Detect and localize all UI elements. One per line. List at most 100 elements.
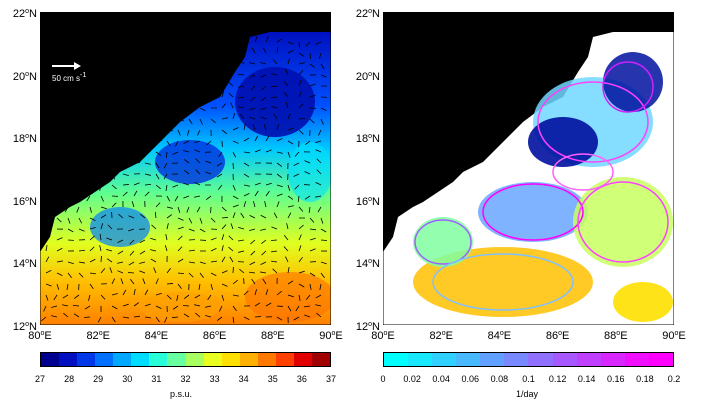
current-vector bbox=[183, 150, 190, 153]
current-vector bbox=[285, 256, 289, 263]
colorbar-tick-label: 0.2 bbox=[667, 374, 681, 384]
lat-tick-label: 16oN bbox=[355, 195, 380, 208]
current-vector bbox=[110, 113, 113, 120]
colorbar-swatch bbox=[480, 353, 505, 366]
colorbar-tick-label: 37 bbox=[325, 374, 337, 384]
current-vector bbox=[199, 228, 206, 233]
current-vector bbox=[128, 116, 135, 120]
current-vector bbox=[155, 278, 159, 285]
colorbar-swatch bbox=[113, 353, 132, 366]
current-vector bbox=[84, 184, 91, 188]
current-vector bbox=[276, 201, 280, 208]
current-vector bbox=[320, 118, 324, 125]
current-vector bbox=[316, 169, 322, 175]
current-vector bbox=[111, 40, 118, 43]
current-vector bbox=[45, 294, 49, 301]
current-vector bbox=[188, 74, 195, 77]
current-vector bbox=[237, 73, 245, 76]
contour-lines bbox=[414, 61, 669, 311]
current-vector bbox=[100, 102, 103, 109]
current-vector bbox=[139, 270, 146, 274]
current-vector bbox=[207, 294, 212, 301]
current-vector bbox=[122, 191, 128, 197]
current-vector bbox=[106, 83, 113, 87]
colorbar-swatch bbox=[311, 353, 330, 366]
mid-salinity-patch bbox=[288, 142, 331, 202]
current-vector bbox=[232, 212, 236, 219]
current-vector bbox=[210, 63, 217, 68]
current-vector bbox=[166, 59, 172, 65]
colorbar-swatch bbox=[203, 353, 222, 366]
current-vector bbox=[111, 162, 116, 169]
lat-tick-label: 12oN bbox=[355, 321, 380, 333]
current-vector bbox=[271, 260, 278, 263]
current-vector bbox=[45, 102, 50, 109]
current-vector bbox=[254, 182, 261, 186]
current-vector bbox=[56, 52, 59, 59]
current-vector bbox=[100, 214, 107, 219]
current-vector bbox=[166, 223, 169, 230]
current-vector bbox=[67, 272, 72, 279]
right-map-panel bbox=[383, 12, 674, 325]
current-vector bbox=[315, 195, 322, 198]
current-vector bbox=[210, 52, 213, 59]
current-vector bbox=[177, 206, 181, 213]
current-vector bbox=[139, 74, 146, 77]
current-vector bbox=[309, 94, 316, 98]
current-vector bbox=[320, 272, 325, 279]
current-vector bbox=[175, 41, 179, 48]
current-vector bbox=[133, 149, 140, 153]
current-vector bbox=[100, 206, 107, 210]
current-vector bbox=[272, 268, 278, 274]
current-vector bbox=[186, 129, 190, 136]
current-vector bbox=[139, 250, 146, 255]
current-vector bbox=[239, 59, 245, 65]
current-vector bbox=[84, 305, 91, 310]
colorbar-tick-label: 0 bbox=[380, 374, 386, 384]
current-vector bbox=[283, 81, 289, 87]
current-vector bbox=[76, 206, 80, 213]
contour-line bbox=[432, 253, 574, 311]
current-vector bbox=[265, 289, 269, 296]
current-vector bbox=[172, 184, 179, 188]
current-vector bbox=[249, 261, 256, 266]
current-vector bbox=[50, 151, 58, 153]
current-vector bbox=[243, 184, 250, 187]
colorbar-swatch bbox=[167, 353, 186, 366]
current-vector bbox=[194, 149, 201, 153]
current-vector bbox=[144, 150, 151, 153]
current-vector bbox=[67, 107, 74, 111]
current-vector bbox=[99, 184, 102, 191]
current-vector bbox=[133, 315, 141, 318]
current-vector bbox=[177, 105, 184, 109]
colorbar-swatch bbox=[600, 353, 625, 366]
current-vector bbox=[298, 41, 300, 49]
current-vector bbox=[228, 92, 234, 98]
current-vector bbox=[221, 224, 227, 230]
current-vector bbox=[177, 235, 183, 241]
colorbar-tick-label: 34 bbox=[238, 374, 249, 384]
colorbar-swatch bbox=[239, 353, 258, 366]
current-vector bbox=[166, 102, 169, 109]
current-vector bbox=[100, 294, 106, 300]
current-vector bbox=[243, 201, 247, 208]
current-vector bbox=[260, 261, 267, 265]
current-vector bbox=[205, 305, 212, 308]
current-vector bbox=[106, 258, 113, 263]
current-vector bbox=[120, 278, 124, 285]
current-vector bbox=[260, 116, 267, 120]
left-colorbar bbox=[40, 352, 331, 367]
current-vector bbox=[89, 81, 95, 87]
current-vector bbox=[265, 190, 270, 197]
current-vector bbox=[122, 184, 130, 186]
current-vector bbox=[144, 316, 151, 319]
current-vector bbox=[89, 129, 93, 136]
current-vector bbox=[221, 256, 226, 263]
current-vector bbox=[243, 290, 249, 296]
current-vector bbox=[298, 80, 302, 87]
colorbar-swatch bbox=[185, 353, 204, 366]
current-vector bbox=[117, 250, 124, 255]
current-vector bbox=[177, 129, 181, 136]
current-vector bbox=[298, 256, 303, 263]
lon-tick-label: 80oE bbox=[28, 330, 52, 342]
